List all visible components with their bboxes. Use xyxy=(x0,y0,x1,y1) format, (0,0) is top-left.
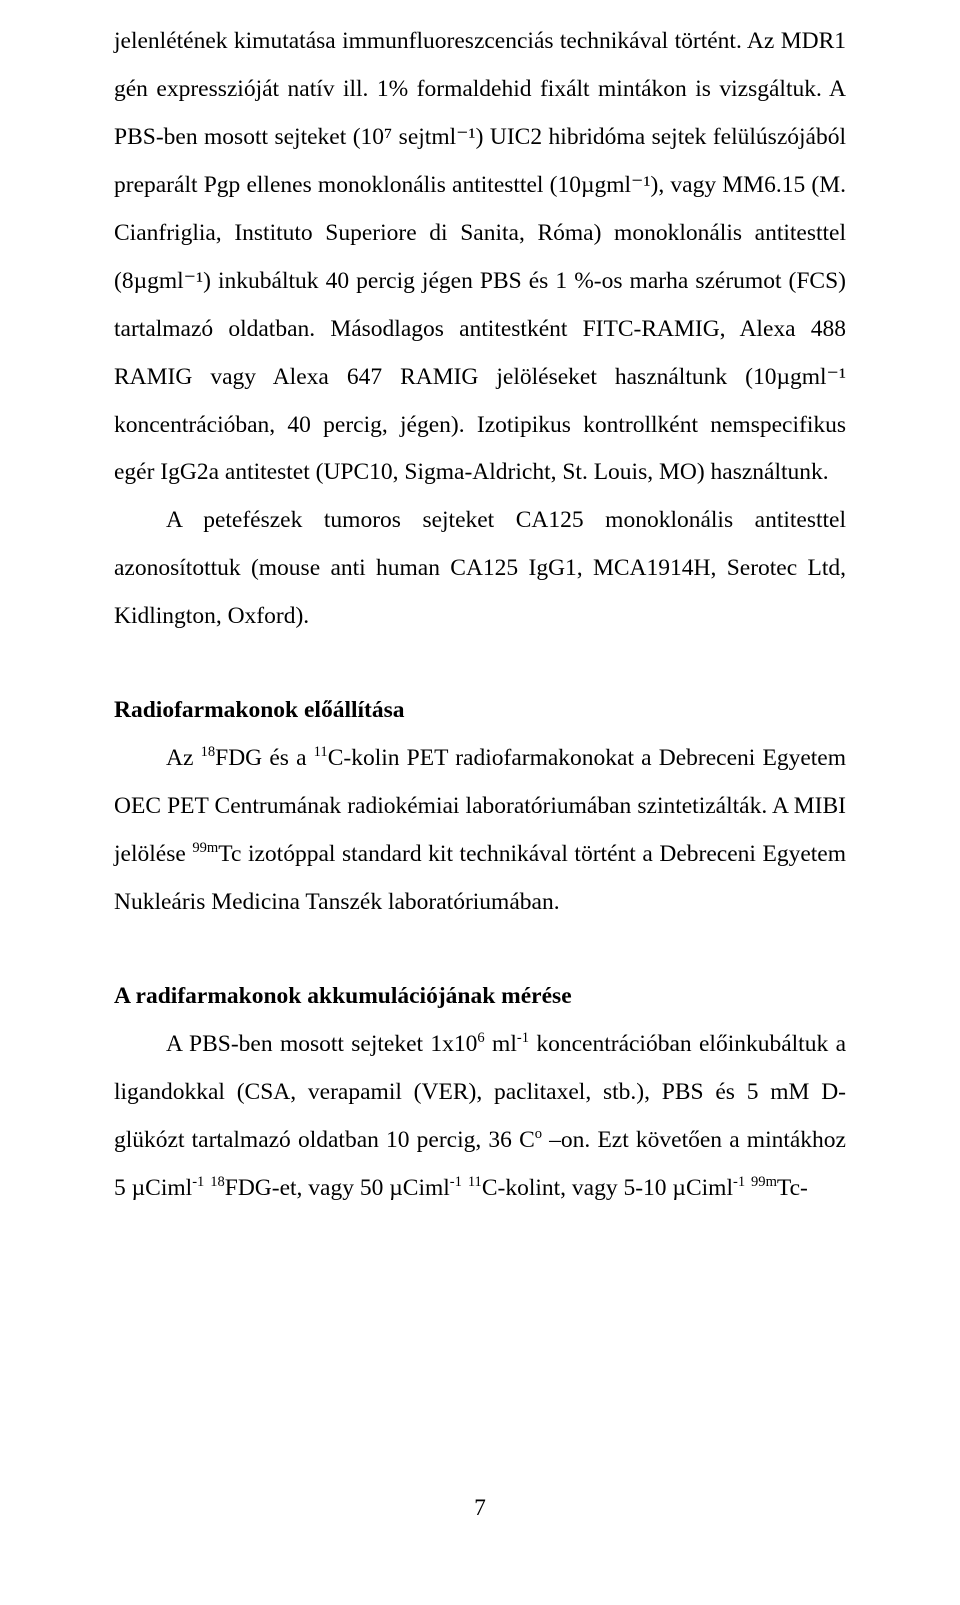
superscript-99m: 99m xyxy=(751,1174,777,1190)
superscript-minus1: -1 xyxy=(733,1174,745,1190)
page: jelenlétének kimutatása immunfluoreszcen… xyxy=(0,0,960,1605)
superscript-minus1: -1 xyxy=(517,1030,529,1046)
text-fragment: Tc- xyxy=(777,1175,808,1201)
superscript-18: 18 xyxy=(201,744,216,760)
text-fragment: A PBS-ben mosott sejteket 1x10 xyxy=(166,1031,477,1057)
superscript-o: o xyxy=(535,1126,542,1142)
superscript-minus1: -1 xyxy=(192,1174,204,1190)
superscript-99m: 99m xyxy=(192,840,218,856)
superscript-6: 6 xyxy=(477,1030,484,1046)
text-fragment: C-kolint, vagy 5-10 µCiml xyxy=(482,1175,733,1201)
body-paragraph-3: Az 18FDG és a 11C-kolin PET radiofarmako… xyxy=(114,735,846,927)
body-paragraph-1: jelenlétének kimutatása immunfluoreszcen… xyxy=(114,18,846,497)
heading-radiofarmakonok: Radiofarmakonok előállítása xyxy=(114,687,846,735)
superscript-11: 11 xyxy=(314,744,328,760)
text-fragment: FDG és a xyxy=(215,745,314,771)
body-paragraph-4: A PBS-ben mosott sejteket 1x106 ml-1 kon… xyxy=(114,1021,846,1213)
heading-radifarmakonok-akkum: A radifarmakonok akkumulációjának mérése xyxy=(114,973,846,1021)
superscript-18: 18 xyxy=(210,1174,225,1190)
page-number: 7 xyxy=(0,1485,960,1533)
text-fragment: Tc izotóppal standard kit technikával tö… xyxy=(114,841,846,915)
superscript-minus1: -1 xyxy=(450,1174,462,1190)
superscript-11: 11 xyxy=(468,1174,482,1190)
body-paragraph-2: A petefészek tumoros sejteket CA125 mono… xyxy=(114,497,846,641)
text-fragment: ml xyxy=(485,1031,517,1057)
text-fragment: FDG-et, vagy 50 µCiml xyxy=(225,1175,450,1201)
text-fragment: Az xyxy=(166,745,201,771)
